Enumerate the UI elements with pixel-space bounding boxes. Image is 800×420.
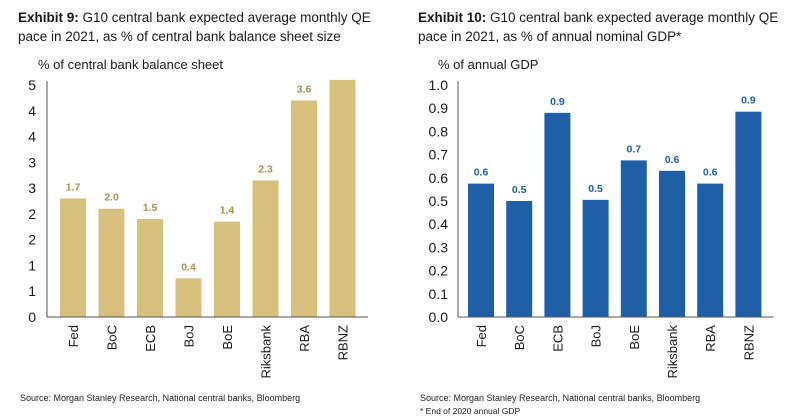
bar-boc (98, 208, 125, 317)
exhibit-9-title-text: G10 central bank expected average monthl… (18, 10, 371, 44)
bar-fed (468, 183, 494, 317)
exhibit-9-panel: Exhibit 9: G10 central bank expected ave… (18, 8, 390, 403)
y-tick-label: 5 (28, 77, 36, 93)
data-label: 3.6 (297, 83, 312, 95)
exhibit-9-bar-chart: 0 1 1 2 2 3 3 4 4 5 1.7 Fed 2.0 BoC 1.5 ECB 0.4 BoJ 1.4 BoE… (28, 77, 368, 379)
data-label: 0.9 (550, 96, 565, 108)
exhibit-10-y-axis-label: % of annual GDP (438, 57, 539, 72)
bar-boe (620, 160, 647, 317)
exhibit-9-y-axis-label: % of central bank balance sheet (38, 57, 224, 72)
x-tick-label: BoE (627, 325, 642, 350)
bar-ecb (544, 112, 571, 317)
data-label: 0.5 (512, 184, 527, 196)
x-tick-label: RBNZ (741, 325, 756, 360)
y-tick-label: 0.8 (429, 123, 449, 139)
exhibit-9-label: Exhibit 9: (18, 10, 79, 25)
bar-ecb (137, 219, 163, 317)
x-tick-label: RBNZ (336, 325, 351, 360)
x-tick-label: BoC (512, 325, 527, 350)
y-tick-label: 1.0 (429, 77, 449, 93)
y-tick-label: 0.6 (429, 170, 449, 186)
bar-riksbank (252, 180, 279, 317)
x-tick-label: ECB (143, 325, 158, 352)
x-tick-label: BoJ (182, 325, 197, 347)
exhibit-10-source: Source: Morgan Stanley Research, Nationa… (420, 393, 701, 403)
y-tick-label: 3 (28, 154, 36, 170)
data-label: 0.6 (665, 154, 680, 166)
exhibit-9-source: Source: Morgan Stanley Research, Nationa… (20, 393, 301, 403)
y-tick-label: 1 (28, 283, 36, 299)
exhibit-10-panel: Exhibit 10: G10 central bank expected av… (400, 0, 800, 420)
y-tick-label: 3 (28, 180, 36, 196)
data-label: 1.7 (66, 181, 81, 193)
bar-rbnz (329, 79, 356, 317)
x-tick-label: Fed (474, 325, 489, 347)
data-label: 0.9 (741, 95, 756, 107)
bar-riksbank (659, 170, 685, 317)
x-tick-label: ECB (550, 325, 565, 352)
y-tick-label: 2 (28, 206, 36, 222)
x-tick-label: RBA (297, 325, 312, 352)
data-label: 2.3 (258, 163, 273, 175)
y-tick-label: 1 (28, 257, 36, 273)
data-label: 0.6 (703, 167, 718, 179)
data-label: 0.4 (181, 261, 196, 273)
bar-boj (175, 278, 202, 317)
y-tick-label: 0.4 (429, 216, 449, 232)
y-tick-label: 0.5 (429, 193, 449, 209)
x-tick-label: RBA (703, 325, 718, 352)
y-tick-label: 0.2 (429, 263, 449, 279)
bar-rba (697, 183, 724, 317)
x-tick-label: BoC (105, 325, 120, 350)
bar-boj (582, 199, 609, 317)
y-tick-label: 4 (28, 103, 36, 119)
y-tick-label: 0.9 (429, 100, 449, 116)
x-tick-label: BoJ (589, 325, 604, 347)
exhibit-10-footnote: * End of 2020 annual GDP (420, 406, 521, 416)
exhibit-10-title: Exhibit 10: G10 central bank expected av… (418, 8, 790, 46)
x-tick-label: Riksbank (259, 325, 274, 379)
bar-fed (60, 198, 86, 317)
data-label: 0.6 (474, 167, 489, 179)
y-tick-label: 0.7 (429, 147, 449, 163)
bar-boc (506, 201, 533, 317)
data-label: 1.4 (220, 205, 235, 217)
exhibit-10-bar-chart: 0.0 0.1 0.2 0.3 0.4 0.5 0.6 0.7 0.8 0.9 1.0 0.6 Fed 0… (429, 77, 774, 379)
data-label: 0.7 (626, 143, 641, 155)
x-tick-label: Fed (66, 325, 81, 347)
bar-rba (291, 100, 317, 317)
data-label: 2.0 (104, 192, 119, 204)
y-tick-label: 0 (28, 309, 36, 325)
exhibit-9-title: Exhibit 9: G10 central bank expected ave… (18, 8, 390, 46)
y-tick-label: 4 (28, 129, 36, 145)
y-tick-label: 2 (28, 232, 36, 248)
exhibit-10-title-text: G10 central bank expected average monthl… (418, 10, 779, 44)
bar-boe (214, 221, 240, 317)
x-tick-label: BoE (220, 325, 235, 350)
y-tick-label: 0.3 (429, 239, 449, 255)
y-tick-label: 0.0 (429, 309, 449, 325)
y-tick-label: 0.1 (429, 286, 449, 302)
exhibit-10-label: Exhibit 10: (418, 10, 487, 25)
data-label: 0.5 (588, 183, 603, 195)
data-label: 1.5 (143, 202, 158, 214)
x-tick-label: Riksbank (665, 325, 680, 379)
bar-rbnz (735, 111, 762, 318)
